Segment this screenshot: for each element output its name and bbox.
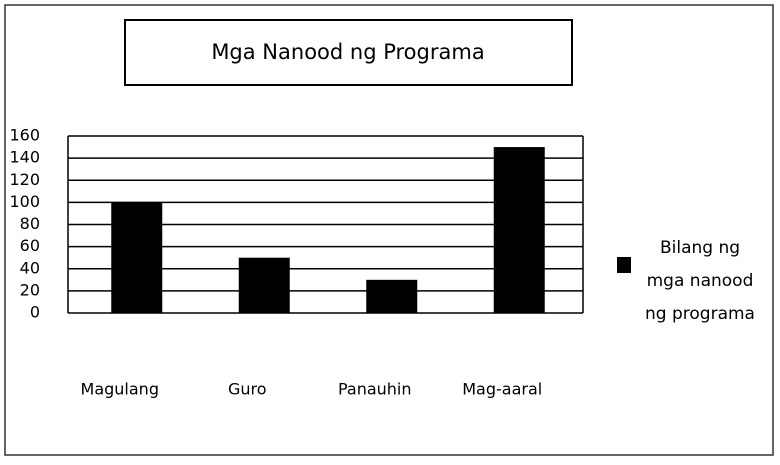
x-tick-label: Magulang [81,380,159,399]
y-tick-label: 140 [9,148,40,167]
y-tick-label: 60 [20,236,40,255]
y-tick-label: 80 [20,214,40,233]
bar [111,202,163,313]
x-tick-label: Mag-aaral [462,380,542,399]
bar [493,147,545,313]
x-tick-label: Guro [228,380,267,399]
y-tick-label: 160 [9,126,40,145]
bar [238,257,290,313]
title-box [124,19,573,86]
x-tick-label: Panauhin [338,380,412,399]
chart-title: Mga Nanood ng Programa [211,40,484,64]
y-tick-label: 120 [9,170,40,189]
y-tick-label: 20 [20,280,40,299]
y-tick-label: 100 [9,192,40,211]
legend-label: Bilang ng mga nanood ng programa [645,238,755,324]
legend-swatch [617,257,631,273]
bar [366,279,418,313]
y-tick-label: 0 [30,303,40,322]
y-tick-label: 40 [20,258,40,277]
